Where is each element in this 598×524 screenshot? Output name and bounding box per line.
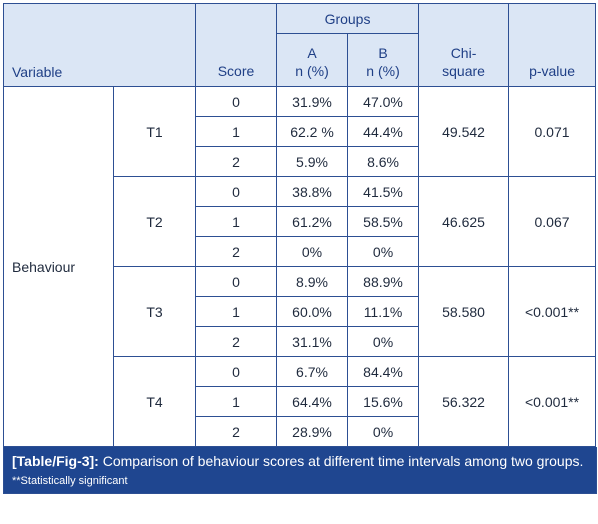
header-p-value: p-value <box>508 3 597 87</box>
group-b-cell: 88.9% <box>347 266 420 297</box>
variable-cell: Behaviour <box>3 86 114 447</box>
chi-square-cell: 49.542 <box>418 86 510 177</box>
time-cell-t2: T2 <box>112 176 197 267</box>
header-group-a-name: A <box>307 45 317 61</box>
score-cell: 1 <box>195 206 278 237</box>
score-cell: 2 <box>195 326 278 357</box>
score-cell: 1 <box>195 296 278 327</box>
score-cell: 2 <box>195 146 278 177</box>
header-chi-line1: Chi- <box>450 45 477 61</box>
header-group-a-unit: n (%) <box>295 63 329 79</box>
header-group-b: B n (%) <box>347 33 420 87</box>
group-a-cell: 62.2 % <box>276 116 349 147</box>
group-a-cell: 61.2% <box>276 206 349 237</box>
group-b-cell: 0% <box>347 236 420 267</box>
header-variable: Variable <box>2 3 197 87</box>
caption-footnote: **Statistically significant <box>12 475 128 487</box>
header-group-b-name: B <box>378 45 388 61</box>
score-cell: 0 <box>195 266 278 297</box>
group-a-cell: 8.9% <box>276 266 349 297</box>
p-value-cell: <0.001** <box>508 356 597 447</box>
chi-square-cell: 56.322 <box>418 356 510 447</box>
group-a-cell: 0% <box>276 236 349 267</box>
table-container: Variable Score Groups Chi- square p-valu… <box>2 3 597 494</box>
time-cell-t1: T1 <box>112 86 197 177</box>
group-b-cell: 0% <box>347 326 420 357</box>
score-cell: 0 <box>195 176 278 207</box>
group-a-cell: 38.8% <box>276 176 349 207</box>
group-b-cell: 47.0% <box>347 86 420 117</box>
header-score: Score <box>195 3 278 87</box>
header-chi-square: Chi- square <box>418 3 510 87</box>
score-cell: 0 <box>195 86 278 117</box>
caption-text: Comparison of behaviour scores at differ… <box>98 453 584 469</box>
score-cell: 1 <box>195 116 278 147</box>
header-group-a: A n (%) <box>276 33 349 87</box>
chi-square-cell: 58.580 <box>418 266 510 357</box>
group-a-cell: 31.9% <box>276 86 349 117</box>
group-b-cell: 41.5% <box>347 176 420 207</box>
header-groups: Groups <box>276 3 420 34</box>
group-a-cell: 6.7% <box>276 356 349 387</box>
p-value-cell: <0.001** <box>508 266 597 357</box>
group-b-cell: 15.6% <box>347 386 420 417</box>
behaviour-scores-table: Variable Score Groups Chi- square p-valu… <box>2 3 597 447</box>
group-b-cell: 84.4% <box>347 356 420 387</box>
group-a-cell: 64.4% <box>276 386 349 417</box>
header-chi-line2: square <box>442 63 485 79</box>
group-a-cell: 31.1% <box>276 326 349 357</box>
group-b-cell: 0% <box>347 416 420 447</box>
caption-text-block: [Table/Fig-3]: Comparison of behaviour s… <box>12 453 588 470</box>
time-cell-t4: T4 <box>112 356 197 447</box>
header-group-b-unit: n (%) <box>366 63 400 79</box>
group-a-cell: 60.0% <box>276 296 349 327</box>
score-cell: 0 <box>195 356 278 387</box>
score-cell: 2 <box>195 416 278 447</box>
group-b-cell: 11.1% <box>347 296 420 327</box>
group-b-cell: 44.4% <box>347 116 420 147</box>
score-cell: 2 <box>195 236 278 267</box>
p-value-cell: 0.071 <box>508 86 597 177</box>
p-value-cell: 0.067 <box>508 176 597 267</box>
chi-square-cell: 46.625 <box>418 176 510 267</box>
group-b-cell: 58.5% <box>347 206 420 237</box>
caption-label: [Table/Fig-3]: <box>12 453 99 469</box>
group-a-cell: 28.9% <box>276 416 349 447</box>
time-cell-t3: T3 <box>112 266 197 357</box>
group-b-cell: 8.6% <box>347 146 420 177</box>
group-a-cell: 5.9% <box>276 146 349 177</box>
table-caption: [Table/Fig-3]: Comparison of behaviour s… <box>3 447 597 494</box>
score-cell: 1 <box>195 386 278 417</box>
